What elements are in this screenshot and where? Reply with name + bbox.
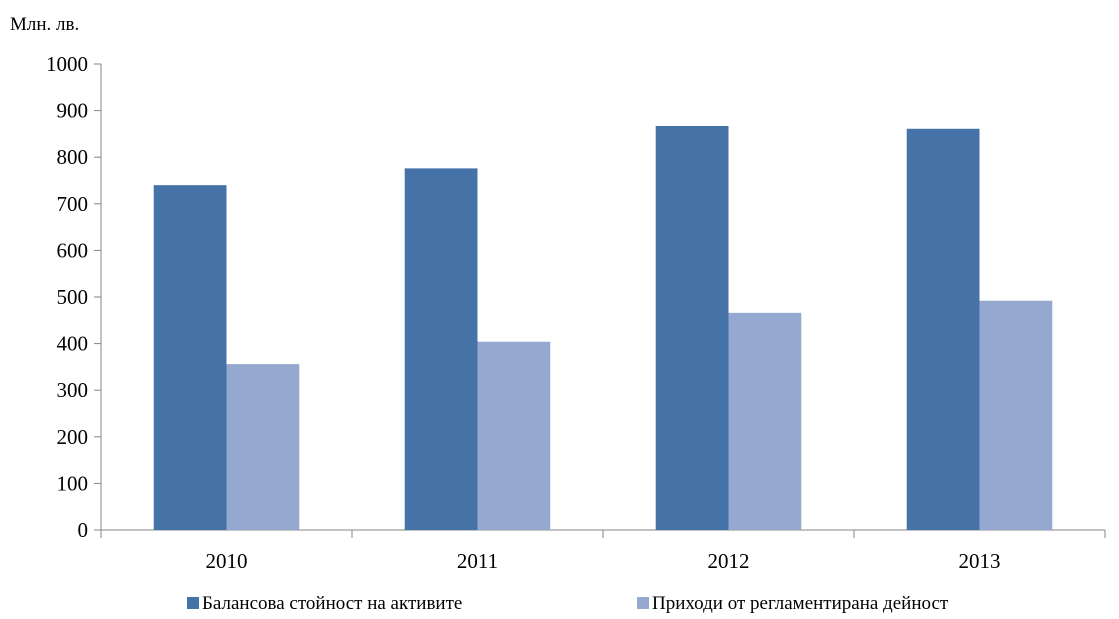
legend-swatch-1	[187, 597, 199, 609]
legend-label-1: Балансова стойност на активите	[202, 593, 462, 614]
x-tick-label: 2012	[708, 549, 750, 573]
y-tick-label: 400	[57, 332, 89, 356]
bar-series-1-2011	[404, 168, 478, 530]
bar-series-2-2011	[477, 341, 551, 530]
legend-label-2: Приходи от регламентирана дейност	[652, 593, 949, 614]
y-tick-label: 800	[57, 145, 89, 169]
y-axis: 0 100 200 300 400 500 600 700 800 900 1000	[46, 52, 102, 542]
y-tick-label: 0	[78, 518, 89, 542]
bar-series-2-2013	[979, 300, 1053, 530]
y-axis-unit-label: Млн. лв.	[10, 14, 79, 35]
bar-series-2-2010	[226, 364, 300, 530]
y-tick-label: 500	[57, 285, 89, 309]
x-tick-label: 2010	[206, 549, 248, 573]
bars	[153, 125, 1053, 531]
y-tick-label: 1000	[46, 52, 88, 76]
y-tick-label: 100	[57, 471, 89, 495]
bar-series-1-2012	[655, 125, 729, 530]
x-tick-label: 2013	[959, 549, 1001, 573]
bar-series-1-2010	[153, 185, 227, 530]
x-tick-label: 2011	[457, 549, 498, 573]
y-tick-label: 600	[57, 238, 89, 262]
bar-series-1-2013	[906, 128, 980, 531]
legend: Балансова стойност на активите Приходи от…	[187, 593, 949, 614]
x-axis: 2010 2011 2012 2013	[100, 529, 1106, 573]
y-tick-label: 300	[57, 378, 89, 402]
y-tick-label: 900	[57, 99, 89, 123]
legend-swatch-2	[637, 597, 649, 609]
y-tick-label: 700	[57, 192, 89, 216]
y-tick-label: 200	[57, 425, 89, 449]
bar-series-2-2012	[728, 312, 802, 530]
